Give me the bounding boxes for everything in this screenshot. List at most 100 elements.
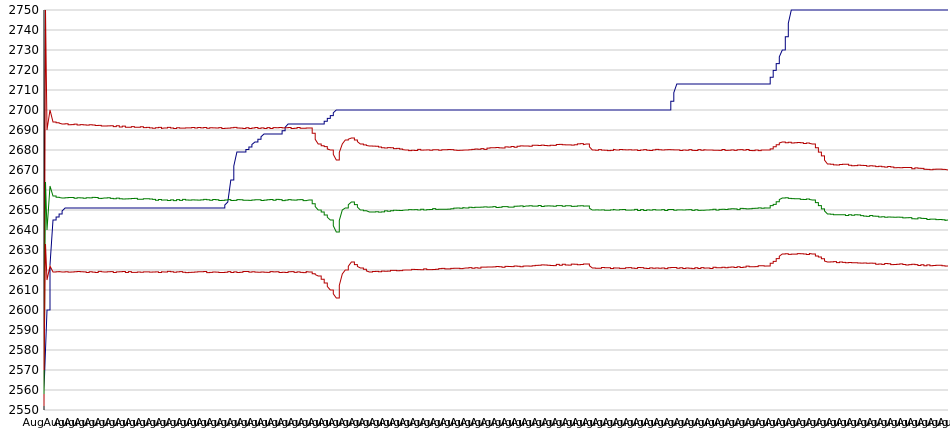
x-tick-label: Aug	[155, 416, 176, 429]
y-tick-label: 2740	[8, 23, 39, 37]
x-tick-label: Aug	[866, 416, 887, 429]
x-tick-label: Aug	[348, 416, 369, 429]
y-tick-label: 2620	[8, 263, 39, 277]
x-tick-label: Aug	[785, 416, 806, 429]
x-tick-label: Aug	[379, 416, 400, 429]
x-tick-label: Aug	[104, 416, 125, 429]
x-tick-label: Aug	[74, 416, 95, 429]
y-tick-label: 2550	[8, 403, 39, 417]
x-tick-label: Aug	[277, 416, 298, 429]
x-tick-label: Aug	[937, 416, 950, 429]
y-tick-label: 2610	[8, 283, 39, 297]
x-tick-label: Aug	[490, 416, 511, 429]
x-tick-label: Aug	[795, 416, 816, 429]
x-tick-label: Aug	[826, 416, 847, 429]
x-tick-label: Aug	[541, 416, 562, 429]
x-tick-label: Aug	[592, 416, 613, 429]
x-tick-label: Aug	[704, 416, 725, 429]
y-tick-label: 2570	[8, 363, 39, 377]
x-tick-label: Aug	[389, 416, 410, 429]
x-tick-label: Aug	[186, 416, 207, 429]
x-tick-label: Aug	[663, 416, 684, 429]
x-tick-label: Aug	[856, 416, 877, 429]
y-tick-label: 2710	[8, 83, 39, 97]
y-tick-label: 2700	[8, 103, 39, 117]
x-tick-label: Aug	[450, 416, 471, 429]
x-tick-label: Aug	[693, 416, 714, 429]
x-tick-label: Aug	[897, 416, 918, 429]
x-tick-label: Aug	[622, 416, 643, 429]
x-tick-label: Aug	[744, 416, 765, 429]
y-axis: 2550 2560 2570 2580 2590 2600 2610 2620 2630 2640…	[8, 3, 45, 417]
y-tick-label: 2730	[8, 43, 39, 57]
x-tick-label: Aug	[460, 416, 481, 429]
x-tick-label: Aug	[440, 416, 461, 429]
x-tick-label: Aug	[521, 416, 542, 429]
x-tick-label: Aug	[886, 416, 907, 429]
x-tick-label: Aug	[257, 416, 278, 429]
x-tick-label: Aug	[561, 416, 582, 429]
x-tick-label: Aug	[673, 416, 694, 429]
x-tick-label: Aug	[165, 416, 186, 429]
x-tick-label: Aug	[23, 416, 44, 429]
series-group	[43, 9, 949, 407]
x-tick-label: Aug	[175, 416, 196, 429]
x-tick-label: Aug	[612, 416, 633, 429]
x-tick-label: Aug	[84, 416, 105, 429]
x-tick-label: Aug	[318, 416, 339, 429]
x-tick-label: Aug	[511, 416, 532, 429]
x-tick-label: Aug	[653, 416, 674, 429]
x-tick-label: Aug	[907, 416, 928, 429]
y-tick-label: 2720	[8, 63, 39, 77]
x-tick-label: Aug	[470, 416, 491, 429]
y-tick-label: 2590	[8, 323, 39, 337]
x-tick-label: Aug	[308, 416, 329, 429]
x-tick-label: Aug	[724, 416, 745, 429]
x-tick-label: Aug	[115, 416, 136, 429]
x-tick-label: Aug	[775, 416, 796, 429]
x-tick-label: Aug	[572, 416, 593, 429]
y-tick-label: 2750	[8, 3, 39, 17]
y-tick-label: 2650	[8, 203, 39, 217]
x-tick-label: Aug	[805, 416, 826, 429]
x-tick-label: Aug	[43, 416, 64, 429]
x-tick-label: Aug	[419, 416, 440, 429]
x-tick-label: Aug	[135, 416, 156, 429]
x-tick-label: Aug	[216, 416, 237, 429]
x-tick-label: Aug	[206, 416, 227, 429]
x-tick-label: Aug	[836, 416, 857, 429]
y-tick-label: 2630	[8, 243, 39, 257]
x-tick-label: Aug	[765, 416, 786, 429]
x-tick-label: Aug	[267, 416, 288, 429]
x-tick-label: Aug	[633, 416, 654, 429]
x-tick-label: Aug	[145, 416, 166, 429]
x-tick-label: Aug	[683, 416, 704, 429]
x-tick-label: Aug	[643, 416, 664, 429]
series-line-0	[43, 9, 948, 391]
x-tick-label: Aug	[125, 416, 146, 429]
y-tick-label: 2670	[8, 163, 39, 177]
x-tick-label: Aug	[429, 416, 450, 429]
series-line-3	[43, 243, 949, 371]
x-tick-label: Aug	[247, 416, 268, 429]
x-tick-label: Aug	[500, 416, 521, 429]
x-tick-label: Aug	[64, 416, 85, 429]
y-tick-label: 2580	[8, 343, 39, 357]
x-axis: Aug AugAugAugAugAugAugAugAugAugAugAugAugA…	[23, 416, 950, 429]
x-tick-label: Aug	[236, 416, 257, 429]
x-tick-label: Aug	[714, 416, 735, 429]
y-tick-label: 2660	[8, 183, 39, 197]
x-tick-label: Aug	[754, 416, 775, 429]
x-tick-label: Aug	[358, 416, 379, 429]
x-tick-label: Aug	[94, 416, 115, 429]
grid-lines	[44, 9, 948, 411]
x-tick-label: Aug	[409, 416, 430, 429]
x-tick-label: Aug	[368, 416, 389, 429]
x-tick-label: Aug	[54, 416, 75, 429]
x-tick-label: Aug	[338, 416, 359, 429]
x-tick-label: Aug	[328, 416, 349, 429]
x-tick-label: Aug	[196, 416, 217, 429]
x-tick-label: Aug	[927, 416, 948, 429]
x-tick-label: Aug	[480, 416, 501, 429]
x-tick-label: Aug	[582, 416, 603, 429]
